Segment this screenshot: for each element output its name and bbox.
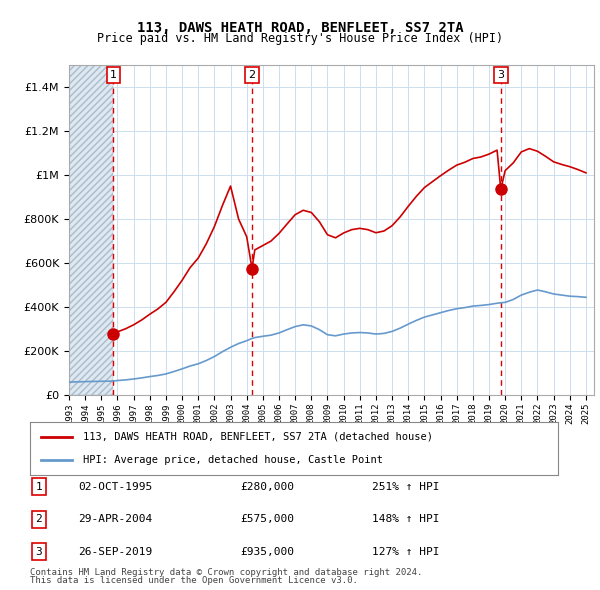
Text: £575,000: £575,000 <box>240 514 294 524</box>
Text: 113, DAWS HEATH ROAD, BENFLEET, SS7 2TA (detached house): 113, DAWS HEATH ROAD, BENFLEET, SS7 2TA … <box>83 432 433 442</box>
Text: Contains HM Land Registry data © Crown copyright and database right 2024.: Contains HM Land Registry data © Crown c… <box>30 568 422 577</box>
Text: 3: 3 <box>497 70 504 80</box>
Text: 1: 1 <box>35 482 43 491</box>
Bar <box>69 65 113 395</box>
Text: 2: 2 <box>248 70 256 80</box>
Text: 127% ↑ HPI: 127% ↑ HPI <box>372 547 439 556</box>
Text: 02-OCT-1995: 02-OCT-1995 <box>78 482 152 491</box>
Text: This data is licensed under the Open Government Licence v3.0.: This data is licensed under the Open Gov… <box>30 576 358 585</box>
Text: 2: 2 <box>35 514 43 524</box>
Text: 148% ↑ HPI: 148% ↑ HPI <box>372 514 439 524</box>
Text: 113, DAWS HEATH ROAD, BENFLEET, SS7 2TA: 113, DAWS HEATH ROAD, BENFLEET, SS7 2TA <box>137 21 463 35</box>
Text: 29-APR-2004: 29-APR-2004 <box>78 514 152 524</box>
Text: 3: 3 <box>35 547 43 556</box>
Text: 251% ↑ HPI: 251% ↑ HPI <box>372 482 439 491</box>
Text: 1: 1 <box>110 70 117 80</box>
Text: £935,000: £935,000 <box>240 547 294 556</box>
Text: Price paid vs. HM Land Registry's House Price Index (HPI): Price paid vs. HM Land Registry's House … <box>97 32 503 45</box>
Text: 26-SEP-2019: 26-SEP-2019 <box>78 547 152 556</box>
Text: HPI: Average price, detached house, Castle Point: HPI: Average price, detached house, Cast… <box>83 455 383 465</box>
Text: £280,000: £280,000 <box>240 482 294 491</box>
